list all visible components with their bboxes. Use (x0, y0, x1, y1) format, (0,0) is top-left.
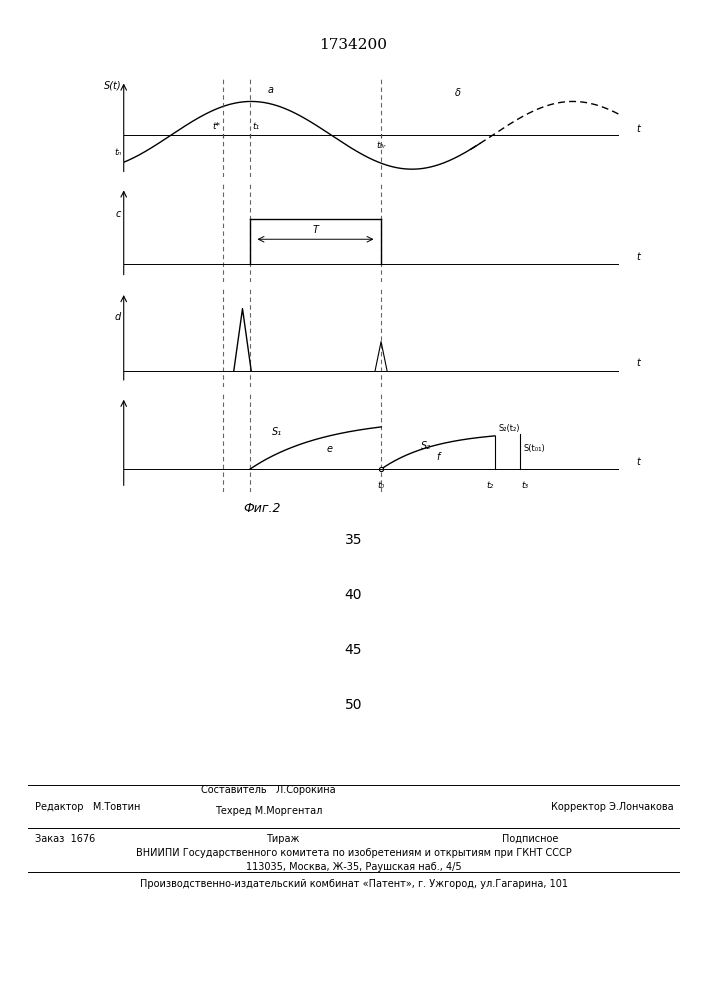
Text: Корректор Э.Лончакова: Корректор Э.Лончакова (551, 802, 674, 812)
Text: ВНИИПИ Государственного комитета по изобретениям и открытиям при ГКНТ СССР: ВНИИПИ Государственного комитета по изоб… (136, 848, 571, 858)
Text: tₙ: tₙ (114, 148, 122, 157)
Text: δ: δ (455, 88, 461, 98)
Text: Редактор   М.Товтин: Редактор М.Товтин (35, 802, 141, 812)
Text: t: t (636, 358, 640, 368)
Text: t₁: t₁ (252, 122, 259, 131)
Text: S(t₀₁): S(t₀₁) (524, 444, 545, 453)
Text: Производственно-издательский комбинат «Патент», г. Ужгород, ул.Гагарина, 101: Производственно-издательский комбинат «П… (139, 879, 568, 889)
Text: Подписное: Подписное (502, 834, 559, 844)
Text: t₀ᵣ: t₀ᵣ (376, 141, 386, 150)
Text: 45: 45 (345, 643, 362, 657)
Text: S(t): S(t) (104, 81, 122, 91)
Text: t₂: t₂ (486, 481, 493, 490)
Text: 35: 35 (345, 533, 362, 547)
Text: c: c (116, 209, 122, 219)
Text: Составитель   Л.Сорокина: Составитель Л.Сорокина (201, 785, 336, 795)
Text: t*: t* (212, 122, 221, 131)
Text: t: t (636, 252, 640, 262)
Text: S₁: S₁ (272, 427, 282, 437)
Text: t₀: t₀ (378, 481, 385, 490)
Text: Тираж: Тираж (266, 834, 300, 844)
Text: Фиг.2: Фиг.2 (243, 502, 281, 515)
Text: 40: 40 (345, 588, 362, 602)
Text: Техред М.Моргентал: Техред М.Моргентал (215, 806, 322, 816)
Text: d: d (115, 312, 122, 322)
Text: 50: 50 (345, 698, 362, 712)
Text: f: f (436, 452, 440, 462)
Text: Заказ  1676: Заказ 1676 (35, 834, 95, 844)
Text: a: a (267, 85, 273, 95)
Text: T: T (312, 225, 318, 235)
Text: t: t (636, 457, 640, 467)
Text: S₂: S₂ (421, 441, 431, 451)
Text: t₃: t₃ (521, 481, 528, 490)
Text: 113035, Москва, Ж-35, Раушская наб., 4/5: 113035, Москва, Ж-35, Раушская наб., 4/5 (246, 862, 461, 872)
Text: S₂(t₂): S₂(t₂) (499, 424, 520, 433)
Text: t: t (636, 124, 640, 134)
Text: e: e (326, 444, 332, 454)
Text: 1734200: 1734200 (320, 38, 387, 52)
